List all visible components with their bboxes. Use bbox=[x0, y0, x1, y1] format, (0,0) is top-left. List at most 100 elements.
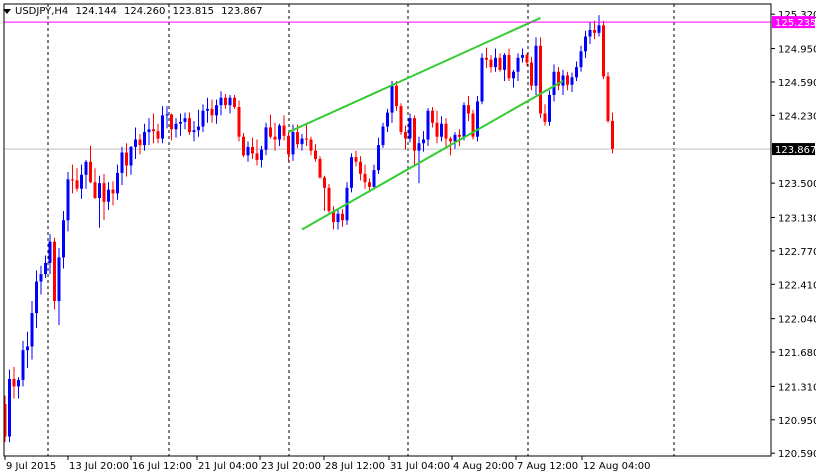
bull-candle bbox=[278, 125, 281, 140]
price-tick-label: 122.410 bbox=[778, 280, 816, 291]
bull-candle bbox=[494, 57, 497, 68]
hline-price-label-bg bbox=[772, 16, 815, 29]
channel-line-upper[interactable] bbox=[288, 17, 541, 133]
price-tick-label: 123.130 bbox=[778, 213, 816, 224]
bull-candle bbox=[588, 29, 592, 37]
bear-candle bbox=[251, 146, 254, 154]
time-tick-label: 4 Aug 20:00 bbox=[453, 461, 514, 472]
bull-candle bbox=[62, 220, 65, 258]
bull-candle bbox=[264, 127, 268, 150]
bear-candle bbox=[530, 62, 533, 86]
bear-candle bbox=[282, 125, 286, 136]
bear-candle bbox=[3, 404, 7, 437]
bear-candle bbox=[71, 179, 74, 181]
bull-candle bbox=[291, 132, 295, 155]
price-tick-label: 124.590 bbox=[778, 78, 816, 89]
bear-candle bbox=[413, 118, 416, 151]
bear-candle bbox=[449, 138, 452, 142]
bull-candle bbox=[116, 172, 119, 194]
bull-candle bbox=[575, 67, 578, 78]
bull-candle bbox=[197, 126, 200, 131]
bear-candle bbox=[111, 189, 115, 194]
bear-candle bbox=[557, 71, 560, 86]
bull-candle bbox=[219, 97, 223, 106]
channel-line-lower[interactable] bbox=[301, 80, 564, 231]
bull-candle bbox=[417, 143, 421, 151]
bear-candle bbox=[327, 187, 331, 211]
bear-candle bbox=[431, 110, 434, 123]
price-tick-label: 124.950 bbox=[778, 45, 816, 56]
bear-candle bbox=[471, 113, 475, 137]
bull-candle bbox=[372, 170, 376, 187]
bear-candle bbox=[237, 107, 241, 137]
close-value: 123.867 bbox=[221, 6, 263, 17]
chart-menu-triangle-icon[interactable] bbox=[3, 8, 11, 14]
bull-candle bbox=[408, 118, 412, 139]
bull-candle bbox=[147, 129, 151, 133]
bear-candle bbox=[332, 210, 335, 223]
bull-candle bbox=[17, 379, 20, 387]
bear-candle bbox=[75, 180, 79, 189]
bear-candle bbox=[602, 25, 605, 77]
chart-header: USDJPY,H4 124.144 124.260 123.815 123.86… bbox=[3, 6, 266, 17]
bear-candle bbox=[341, 213, 344, 221]
price-tick-label: 122.770 bbox=[778, 247, 816, 258]
bid-price-label: 123.867 bbox=[775, 145, 816, 156]
time-tick-label: 23 Jul 20:00 bbox=[261, 461, 321, 472]
bear-candle bbox=[53, 241, 56, 302]
time-tick-label: 16 Jul 12:00 bbox=[132, 461, 192, 472]
bull-candle bbox=[183, 118, 187, 122]
bull-candle bbox=[260, 149, 263, 160]
time-tick-label: 13 Jul 20:00 bbox=[69, 461, 129, 472]
time-tick-label: 28 Jul 12:00 bbox=[325, 461, 385, 472]
price-tick-label: 122.040 bbox=[778, 315, 816, 326]
bull-candle bbox=[584, 36, 587, 52]
bear-candle bbox=[210, 108, 214, 116]
bear-candle bbox=[318, 158, 322, 178]
bear-candle bbox=[309, 139, 313, 151]
price-tick-label: 120.590 bbox=[778, 449, 816, 460]
bull-candle bbox=[8, 378, 11, 437]
bull-candle bbox=[44, 262, 47, 275]
bull-candle bbox=[84, 161, 88, 175]
bear-candle bbox=[255, 153, 259, 160]
bear-candle bbox=[444, 123, 448, 139]
bear-candle bbox=[404, 132, 407, 139]
bear-candle bbox=[287, 135, 290, 155]
bear-candle bbox=[525, 55, 529, 63]
bull-candle bbox=[228, 97, 232, 106]
open-value: 124.144 bbox=[75, 6, 117, 17]
bull-candle bbox=[453, 134, 457, 142]
price-tick-label: 120.950 bbox=[778, 416, 816, 427]
bear-candle bbox=[606, 76, 610, 121]
bear-candle bbox=[170, 114, 173, 130]
plot-frame bbox=[3, 3, 772, 457]
bull-candle bbox=[300, 138, 304, 145]
bull-candle bbox=[381, 126, 385, 146]
bear-candle bbox=[188, 118, 191, 133]
bull-candle bbox=[597, 25, 601, 33]
bear-candle bbox=[395, 85, 398, 107]
bull-candle bbox=[552, 71, 556, 95]
bull-candle bbox=[350, 157, 353, 188]
bear-candle bbox=[363, 173, 367, 183]
bull-candle bbox=[80, 174, 83, 189]
bear-candle bbox=[485, 57, 488, 60]
bull-candle bbox=[165, 114, 169, 116]
bull-candle bbox=[476, 101, 479, 137]
bear-candle bbox=[539, 45, 542, 114]
bull-candle bbox=[201, 110, 205, 127]
time-tick-label: 31 Jul 04:00 bbox=[390, 461, 450, 472]
bull-candle bbox=[48, 241, 52, 263]
bull-candle bbox=[192, 130, 196, 133]
bear-candle bbox=[269, 127, 272, 137]
bull-candle bbox=[377, 145, 380, 171]
bear-candle bbox=[611, 120, 614, 149]
bull-candle bbox=[516, 57, 520, 72]
bear-candle bbox=[138, 139, 142, 146]
bear-candle bbox=[543, 113, 547, 122]
time-tick-label: 21 Jul 04:00 bbox=[198, 461, 258, 472]
bear-candle bbox=[399, 106, 403, 133]
